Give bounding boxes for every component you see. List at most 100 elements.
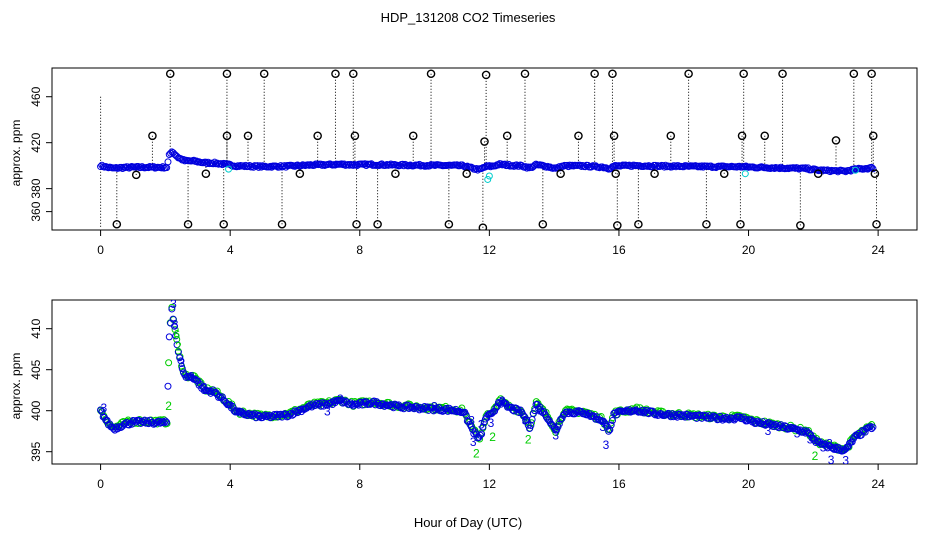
data-point: [159, 418, 167, 426]
data-point: [170, 322, 178, 330]
data-point: [671, 162, 679, 170]
data-point: [555, 420, 563, 428]
data-point: [476, 431, 484, 439]
outlier-point: [737, 131, 747, 141]
outlier-point: [352, 219, 361, 229]
outlier-point: [444, 219, 454, 229]
y-tick-label: 395: [29, 441, 43, 461]
outlier-point: [849, 69, 859, 79]
x-tick-label: 24: [871, 243, 885, 257]
data-point: [178, 365, 186, 373]
outlier-point: [478, 223, 488, 230]
data-point: [542, 163, 550, 171]
x-tick-label: 16: [612, 243, 626, 257]
data-point: [421, 402, 429, 410]
outlier-point: [868, 131, 878, 141]
data-point: [177, 357, 185, 365]
point-digit-label: 3: [337, 392, 344, 406]
outlier-point: [222, 69, 232, 79]
data-point-cyan: [484, 175, 492, 183]
x-tick-label: 8: [356, 243, 363, 257]
data-point: [868, 425, 876, 433]
point-digit-label: 3: [552, 428, 559, 442]
x-tick-label: 12: [483, 477, 497, 491]
outlier-point: [313, 131, 322, 141]
y-tick-label: 460: [29, 86, 43, 106]
data-point: [472, 165, 480, 173]
data-point: [698, 162, 706, 170]
data-point: [643, 162, 651, 170]
data-point: [524, 163, 532, 171]
outlier-point: [611, 169, 621, 179]
x-tick-label: 20: [742, 243, 756, 257]
outlier-point: [796, 221, 805, 230]
data-point: [182, 373, 190, 381]
data-point: [794, 164, 802, 172]
point-digit-label: 3: [833, 442, 840, 456]
data-point: [663, 163, 671, 171]
data-point: [169, 315, 177, 323]
data-point: [697, 163, 705, 171]
point-digit-label: 3: [188, 369, 195, 383]
outlier-point: [650, 169, 659, 179]
outlier-point: [277, 219, 287, 229]
x-tick-label: 0: [97, 477, 104, 491]
data-point-green: [165, 359, 173, 367]
data-point: [659, 162, 667, 170]
data-point: [164, 158, 172, 166]
data-point: [563, 161, 571, 169]
outlier-point: [391, 169, 400, 179]
outlier-point: [666, 131, 676, 141]
data-point: [248, 410, 256, 418]
data-point: [536, 403, 544, 411]
data-point: [164, 382, 172, 390]
outlier-point: [131, 170, 141, 180]
data-point: [848, 438, 856, 446]
data-point: [694, 163, 702, 171]
data-point: [145, 164, 153, 172]
outlier-point: [219, 219, 229, 229]
data-point: [305, 161, 313, 169]
data-point-cyan: [741, 170, 749, 178]
outlier-point: [760, 131, 770, 141]
data-point: [577, 162, 585, 170]
x-tick-label: 12: [483, 243, 497, 257]
data-point: [348, 400, 356, 408]
y-tick-label: 410: [29, 318, 43, 338]
outlier-point: [574, 131, 583, 141]
data-point: [233, 163, 241, 171]
figure-title: HDP_131208 CO2 Timeseries: [381, 10, 556, 25]
point-digit-label: 3: [828, 453, 835, 467]
data-point: [229, 402, 237, 410]
point-digit-label: 3: [603, 438, 610, 452]
point-digit-label: 3: [826, 437, 833, 451]
plot-area: [97, 69, 881, 230]
data-point-cyan: [225, 165, 233, 173]
data-point: [396, 403, 404, 411]
plot-frame: [51, 299, 918, 465]
data-point: [481, 163, 489, 171]
outlier-point: [201, 169, 211, 179]
outlier-point: [481, 70, 491, 80]
data-point-green: [173, 335, 181, 343]
y-tick-label: 420: [29, 132, 43, 152]
outlier-point: [634, 219, 643, 229]
point-digit-label: 3: [599, 420, 606, 434]
data-point: [97, 163, 105, 171]
data-point: [414, 404, 422, 412]
x-tick-label: 0: [97, 243, 104, 257]
data-point: [470, 430, 478, 438]
outlier-point: [165, 69, 175, 79]
data-point: [811, 437, 819, 445]
data-point: [721, 415, 729, 423]
data-point: [685, 413, 693, 421]
outlier-point: [462, 169, 471, 179]
outlier-point: [684, 69, 693, 79]
data-point: [387, 160, 395, 168]
y-tick-label: 380: [29, 178, 43, 198]
data-point: [255, 163, 263, 171]
outlier-point: [538, 219, 548, 229]
x-tick-label: 16: [612, 477, 626, 491]
data-point: [244, 162, 252, 170]
